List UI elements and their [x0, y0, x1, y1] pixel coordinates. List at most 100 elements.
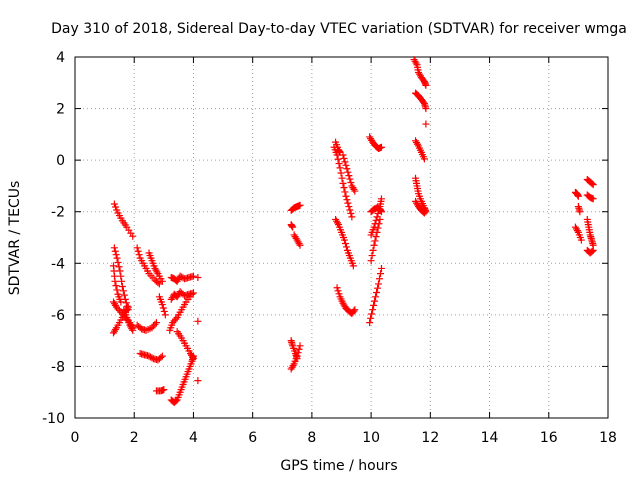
x-axis-label: GPS time / hours	[280, 458, 397, 474]
data-point	[349, 262, 357, 270]
data-point	[337, 169, 345, 177]
data-point	[158, 352, 166, 360]
x-tick-label: 18	[599, 430, 617, 446]
data-point	[371, 297, 379, 305]
data-point	[366, 319, 374, 327]
data-point	[128, 325, 136, 333]
data-point	[111, 325, 119, 333]
data-point	[118, 277, 126, 285]
data-point	[573, 227, 581, 235]
data-point	[374, 284, 382, 292]
data-point	[370, 241, 378, 249]
data-point	[112, 303, 120, 311]
data-point	[113, 286, 121, 294]
data-point	[119, 287, 127, 295]
data-point	[368, 252, 376, 260]
data-point	[375, 220, 383, 228]
data-point	[135, 251, 143, 259]
data-point	[296, 241, 304, 249]
data-point	[342, 161, 350, 169]
y-tick-label: -10	[42, 411, 65, 427]
data-point	[169, 319, 177, 327]
data-point	[111, 247, 119, 255]
data-point	[414, 140, 422, 148]
data-point	[188, 290, 196, 298]
data-point	[377, 195, 385, 203]
data-point	[370, 223, 378, 231]
data-point	[420, 209, 428, 217]
data-point	[375, 280, 383, 288]
data-point	[295, 240, 303, 248]
data-point	[347, 178, 355, 186]
data-point	[589, 246, 597, 254]
y-tick-label: -4	[51, 256, 65, 272]
data-point	[189, 272, 197, 280]
data-point	[335, 290, 343, 298]
data-point	[176, 272, 184, 280]
data-point	[122, 299, 130, 307]
plot-frame	[74, 56, 609, 419]
data-point	[158, 277, 166, 285]
data-point	[377, 208, 385, 216]
data-point	[170, 317, 178, 325]
data-point	[576, 208, 584, 216]
data-point	[371, 237, 379, 245]
data-point	[120, 291, 128, 299]
data-point	[372, 293, 380, 301]
y-tick-label: -8	[51, 359, 65, 375]
data-point	[377, 143, 385, 151]
data-point	[178, 273, 186, 281]
data-point	[343, 165, 351, 173]
data-point	[369, 246, 377, 254]
data-point	[340, 184, 348, 192]
data-point	[145, 352, 153, 360]
x-tick-label: 2	[130, 430, 139, 446]
data-point	[124, 303, 132, 311]
data-point	[161, 311, 169, 319]
data-point	[194, 273, 202, 281]
data-point	[158, 301, 166, 309]
data-point	[342, 243, 350, 251]
y-tick-label: -6	[51, 308, 65, 324]
data-point	[149, 322, 157, 330]
data-point	[113, 254, 121, 262]
data-point	[129, 326, 137, 334]
x-tick-label: 16	[540, 430, 558, 446]
data-point	[153, 268, 161, 276]
axis-ticks: 0 2 4 6 8 10 12 14 16 18 -10 -8 -6 -4 -2 0 2 4	[42, 50, 617, 446]
data-point	[374, 224, 382, 232]
data-point	[134, 247, 142, 255]
data-point	[343, 196, 351, 204]
data-point	[110, 200, 118, 208]
data-point	[172, 315, 180, 323]
data-point	[340, 154, 348, 162]
y-axis-label: SDTVAR / TECUs	[7, 181, 23, 296]
data-point	[344, 168, 352, 176]
data-point	[112, 251, 120, 259]
data-point	[338, 174, 346, 182]
data-point	[189, 289, 197, 297]
data-point	[289, 223, 297, 231]
x-tick-label: 8	[307, 430, 316, 446]
data-point	[339, 151, 347, 159]
data-point	[419, 208, 427, 216]
data-point	[370, 301, 378, 309]
data-point	[147, 353, 155, 361]
data-point	[373, 228, 381, 236]
data-point	[346, 175, 354, 183]
data-point	[151, 320, 159, 328]
data-point	[341, 240, 349, 248]
data-point	[129, 232, 137, 240]
data-point	[112, 203, 120, 211]
y-tick-label: -2	[51, 205, 65, 221]
data-point	[376, 215, 384, 223]
data-point	[295, 345, 303, 353]
data-point	[348, 213, 356, 221]
x-tick-label: 14	[481, 430, 499, 446]
data-point	[589, 181, 597, 189]
data-point	[335, 160, 343, 168]
data-point	[333, 284, 341, 292]
data-point	[372, 233, 380, 241]
data-point	[118, 282, 126, 290]
